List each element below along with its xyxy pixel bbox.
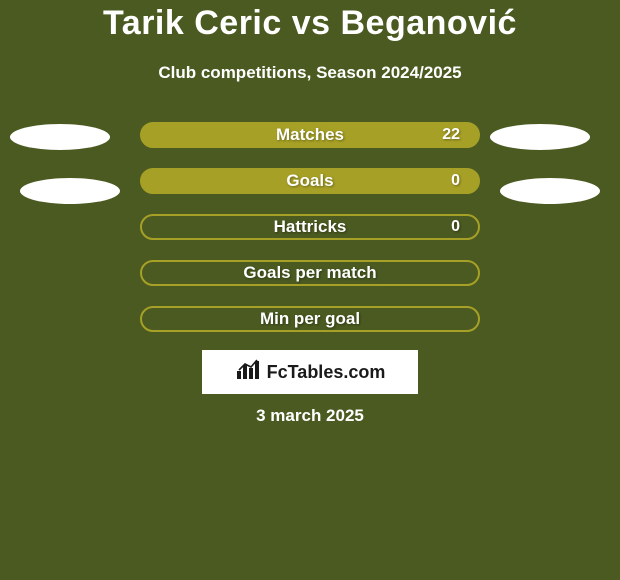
stat-bar-label: Goals	[286, 171, 333, 191]
stat-bar-label: Min per goal	[260, 309, 360, 329]
subtitle: Club competitions, Season 2024/2025	[0, 63, 620, 83]
stat-bar-row: Goals per match	[0, 258, 620, 288]
stat-bar-row: Hattricks 0	[0, 212, 620, 242]
date-label: 3 march 2025	[0, 406, 620, 426]
stat-bar: Goals per match	[140, 260, 480, 286]
stat-bar: Min per goal	[140, 306, 480, 332]
side-ellipse	[20, 178, 120, 204]
logo-box: FcTables.com	[202, 350, 418, 394]
stat-bar-row: Min per goal	[0, 304, 620, 334]
side-ellipse	[10, 124, 110, 150]
page-title: Tarik Ceric vs Beganović	[0, 0, 620, 43]
stat-bar-label: Hattricks	[274, 217, 347, 237]
stat-bar: Hattricks 0	[140, 214, 480, 240]
stat-bar-value: 0	[451, 218, 460, 236]
side-ellipse	[490, 124, 590, 150]
stat-bars-area: Matches 22 Goals 0 Hattricks 0 Goals per match…	[0, 120, 620, 334]
bar-chart-icon	[235, 359, 261, 386]
stat-bar-value: 0	[451, 172, 460, 190]
logo-text: FcTables.com	[267, 362, 386, 383]
side-ellipse	[500, 178, 600, 204]
stat-bar: Matches 22	[140, 122, 480, 148]
stat-bar: Goals 0	[140, 168, 480, 194]
stat-bar-label: Goals per match	[243, 263, 376, 283]
stat-bar-label: Matches	[276, 125, 344, 145]
stat-bar-value: 22	[442, 126, 460, 144]
